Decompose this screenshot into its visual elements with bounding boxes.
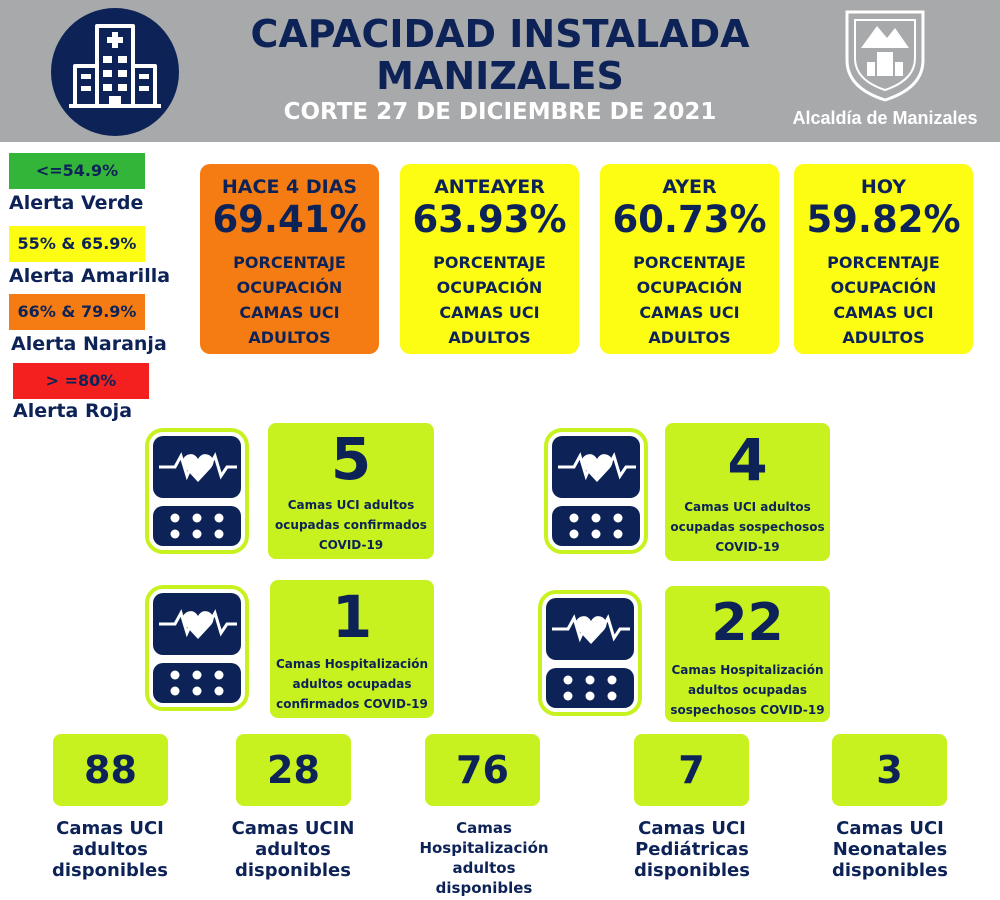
- legend-green-label: Alerta Verde: [9, 192, 144, 214]
- legend-green-range: <=54.9%: [9, 153, 145, 189]
- city-crest-icon: [843, 8, 927, 108]
- card-description: PORCENTAJE OCUPACIÓN CAMAS UCI ADULTOS: [633, 253, 746, 347]
- legend-yellow-label: Alerta Amarilla: [9, 265, 171, 287]
- occupancy-card-today: HOY 59.82% PORCENTAJE OCUPACIÓN CAMAS UCI…: [794, 164, 973, 354]
- heart-monitor-icon: [143, 426, 251, 556]
- stat-label: Camas UCI adultos ocupadas sospechosos COV…: [670, 500, 825, 554]
- available-hospitalization-label: Camas Hospitalización adultos disponibles: [419, 819, 549, 897]
- legend-orange-label: Alerta Naranja: [11, 333, 167, 355]
- stat-uci-confirmed: 5 Camas UCI adultos ocupadas confirmados C…: [268, 423, 434, 559]
- card-description: PORCENTAJE OCUPACIÓN CAMAS UCI ADULTOS: [233, 253, 346, 347]
- card-value: 59.82%: [806, 198, 961, 241]
- stat-value: 4: [727, 426, 768, 494]
- available-ucin-adults-value: 28: [236, 734, 351, 806]
- available-hospitalization-value: 76: [425, 734, 540, 806]
- card-heading: AYER: [662, 176, 717, 198]
- page-title-line1: CAPACIDAD INSTALADA: [250, 12, 750, 56]
- legend-red-range: > =80%: [13, 363, 149, 399]
- available-uci-pediatric-value: 7: [634, 734, 749, 806]
- heart-monitor-icon: [542, 426, 650, 556]
- card-description: PORCENTAJE OCUPACIÓN CAMAS UCI ADULTOS: [433, 253, 546, 347]
- heart-monitor-icon: [536, 588, 644, 718]
- card-value: 60.73%: [612, 198, 767, 241]
- card-value: 63.93%: [412, 198, 567, 241]
- card-heading: HOY: [860, 176, 907, 198]
- occupancy-card-yesterday: AYER 60.73% PORCENTAJE OCUPACIÓN CAMAS UC…: [600, 164, 779, 354]
- available-uci-adults-label: Camas UCI adultos disponibles: [52, 818, 168, 881]
- available-uci-pediatric-label: Camas UCI Pediátricas disponibles: [634, 818, 750, 881]
- occupancy-card-4-days-ago: HACE 4 DIAS 69.41% PORCENTAJE OCUPACIÓN C…: [200, 164, 379, 354]
- report-date: CORTE 27 DE DICIEMBRE DE 2021: [283, 99, 717, 125]
- card-value: 69.41%: [212, 198, 367, 241]
- stat-value: 5: [330, 425, 372, 493]
- stat-label: Camas UCI adultos ocupadas confirmados COV…: [275, 498, 427, 552]
- stat-label: Camas Hospitalización adultos ocupadas sos…: [670, 663, 825, 717]
- card-heading: HACE 4 DIAS: [221, 176, 358, 198]
- stat-hospitalization-suspected: 22 Camas Hospitalización adultos ocupadas…: [665, 586, 830, 722]
- organization-name: Alcaldía de Manizales: [792, 108, 978, 128]
- stat-uci-suspected: 4 Camas UCI adultos ocupadas sospechosos C…: [665, 423, 830, 561]
- stat-label: Camas Hospitalización adultos ocupadas con…: [275, 657, 429, 711]
- available-ucin-adults-label: Camas UCIN adultos disponibles: [231, 818, 355, 881]
- available-uci-neonatal-label: Camas UCI Neonatales disponibles: [832, 818, 948, 881]
- available-uci-neonatal-value: 3: [832, 734, 947, 806]
- stat-value: 22: [711, 593, 784, 653]
- header-banner: CAPACIDAD INSTALADA MANIZALES CORTE 27 D…: [0, 0, 1000, 142]
- card-description: PORCENTAJE OCUPACIÓN CAMAS UCI ADULTOS: [827, 253, 940, 347]
- legend-orange-range: 66% & 79.9%: [9, 294, 145, 330]
- stat-hospitalization-confirmed: 1 Camas Hospitalización adultos ocupadas c…: [270, 580, 434, 718]
- hospital-building-icon: [51, 8, 179, 136]
- legend-red-label: Alerta Roja: [13, 400, 133, 422]
- heart-monitor-icon: [143, 583, 251, 713]
- occupancy-card-day-before-yesterday: ANTEAYER 63.93% PORCENTAJE OCUPACIÓN CAMA…: [400, 164, 579, 354]
- page-title-line2: MANIZALES: [376, 54, 624, 98]
- legend-yellow-range: 55% & 65.9%: [9, 226, 145, 262]
- card-heading: ANTEAYER: [434, 176, 545, 198]
- available-uci-adults-value: 88: [53, 734, 168, 806]
- stat-value: 1: [331, 583, 373, 651]
